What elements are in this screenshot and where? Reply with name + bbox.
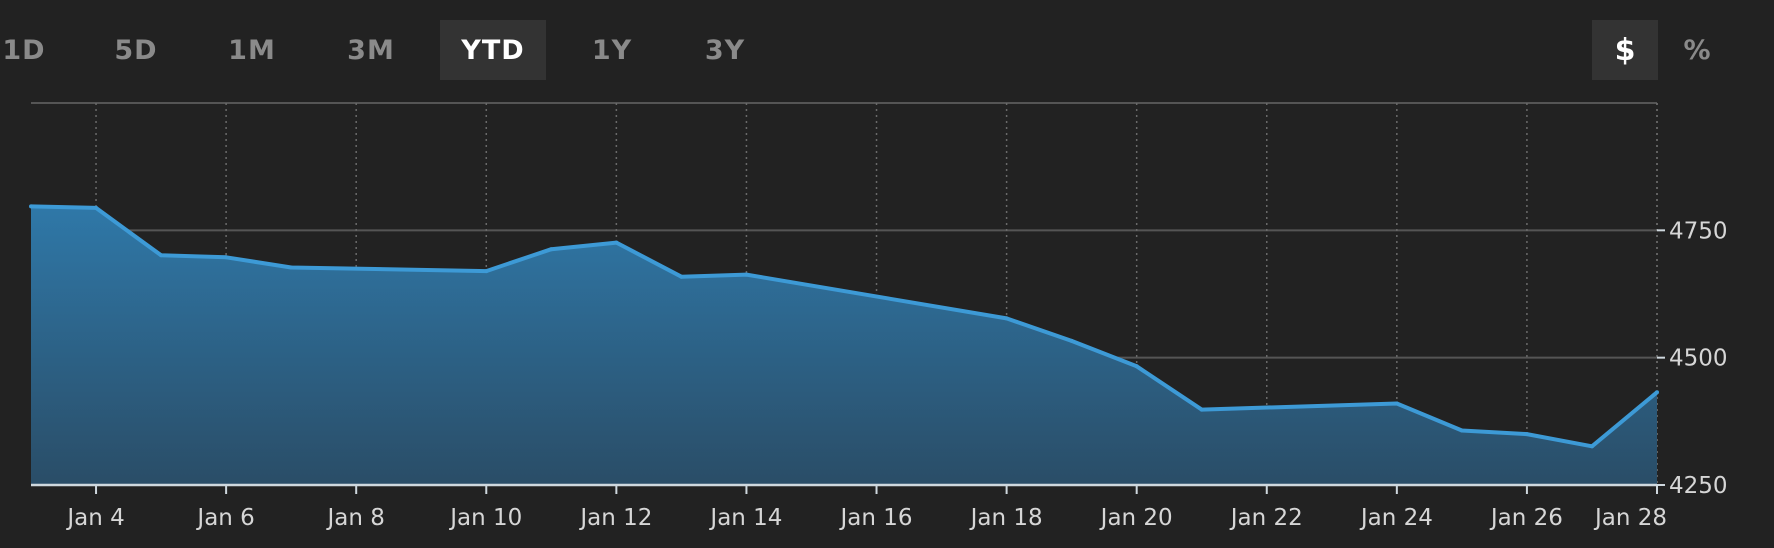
range-button-1d[interactable]: 1D (2, 34, 46, 66)
x-tick-label: Jan 26 (1489, 505, 1563, 531)
data-point (1134, 364, 1139, 369)
data-point (29, 204, 33, 209)
y-tick-label: 4500 (1669, 346, 1728, 372)
data-point (1069, 338, 1074, 343)
data-point (549, 247, 554, 252)
unit-button-percent[interactable]: % (1683, 34, 1711, 66)
range-button-5d[interactable]: 5D (114, 34, 158, 66)
x-tick-label: Jan 12 (578, 505, 652, 531)
data-point (484, 269, 489, 274)
data-point (94, 205, 98, 210)
y-tick-label: 4250 (1669, 473, 1728, 499)
x-tick-label: Jan 4 (65, 505, 124, 531)
data-point (1655, 390, 1659, 395)
data-point (159, 253, 164, 258)
range-button-ytd[interactable]: YTD (440, 20, 546, 80)
range-button-3y[interactable]: 3Y (704, 34, 746, 66)
y-tick-label: 4750 (1669, 218, 1728, 244)
x-tick-label: Jan 22 (1229, 505, 1303, 531)
data-point (1590, 444, 1594, 449)
x-tick-label: Jan 10 (448, 505, 522, 531)
range-button-1m[interactable]: 1M (228, 34, 276, 66)
x-tick-label: Jan 16 (838, 505, 912, 531)
x-tick-label: Jan 20 (1099, 505, 1173, 531)
x-tick-label: Jan 18 (969, 505, 1043, 531)
data-point (1524, 432, 1529, 437)
x-tick-label: Jan 24 (1359, 505, 1433, 531)
unit-button-dollar[interactable]: $ (1592, 20, 1658, 80)
data-point (289, 265, 294, 270)
data-point (224, 255, 229, 260)
range-button-3m[interactable]: 3M (347, 34, 395, 66)
area-series (29, 204, 1659, 485)
area-fill (31, 206, 1657, 485)
range-button-1y[interactable]: 1Y (591, 34, 633, 66)
x-tick-label: Jan 28 (1593, 505, 1667, 531)
axes: Jan 4 Jan 6 Jan 8 Jan 10 Jan 12 Jan 14 Jan 16 J… (31, 218, 1728, 531)
data-point (1004, 316, 1009, 321)
x-tick-label: Jan 8 (325, 505, 384, 531)
data-point (1459, 428, 1464, 433)
data-point (679, 274, 684, 279)
data-point (1394, 401, 1399, 406)
data-point (1199, 407, 1204, 412)
data-point (614, 240, 619, 245)
x-tick-label: Jan 14 (708, 505, 782, 531)
data-point (744, 272, 749, 277)
x-tick-label: Jan 6 (195, 505, 254, 531)
